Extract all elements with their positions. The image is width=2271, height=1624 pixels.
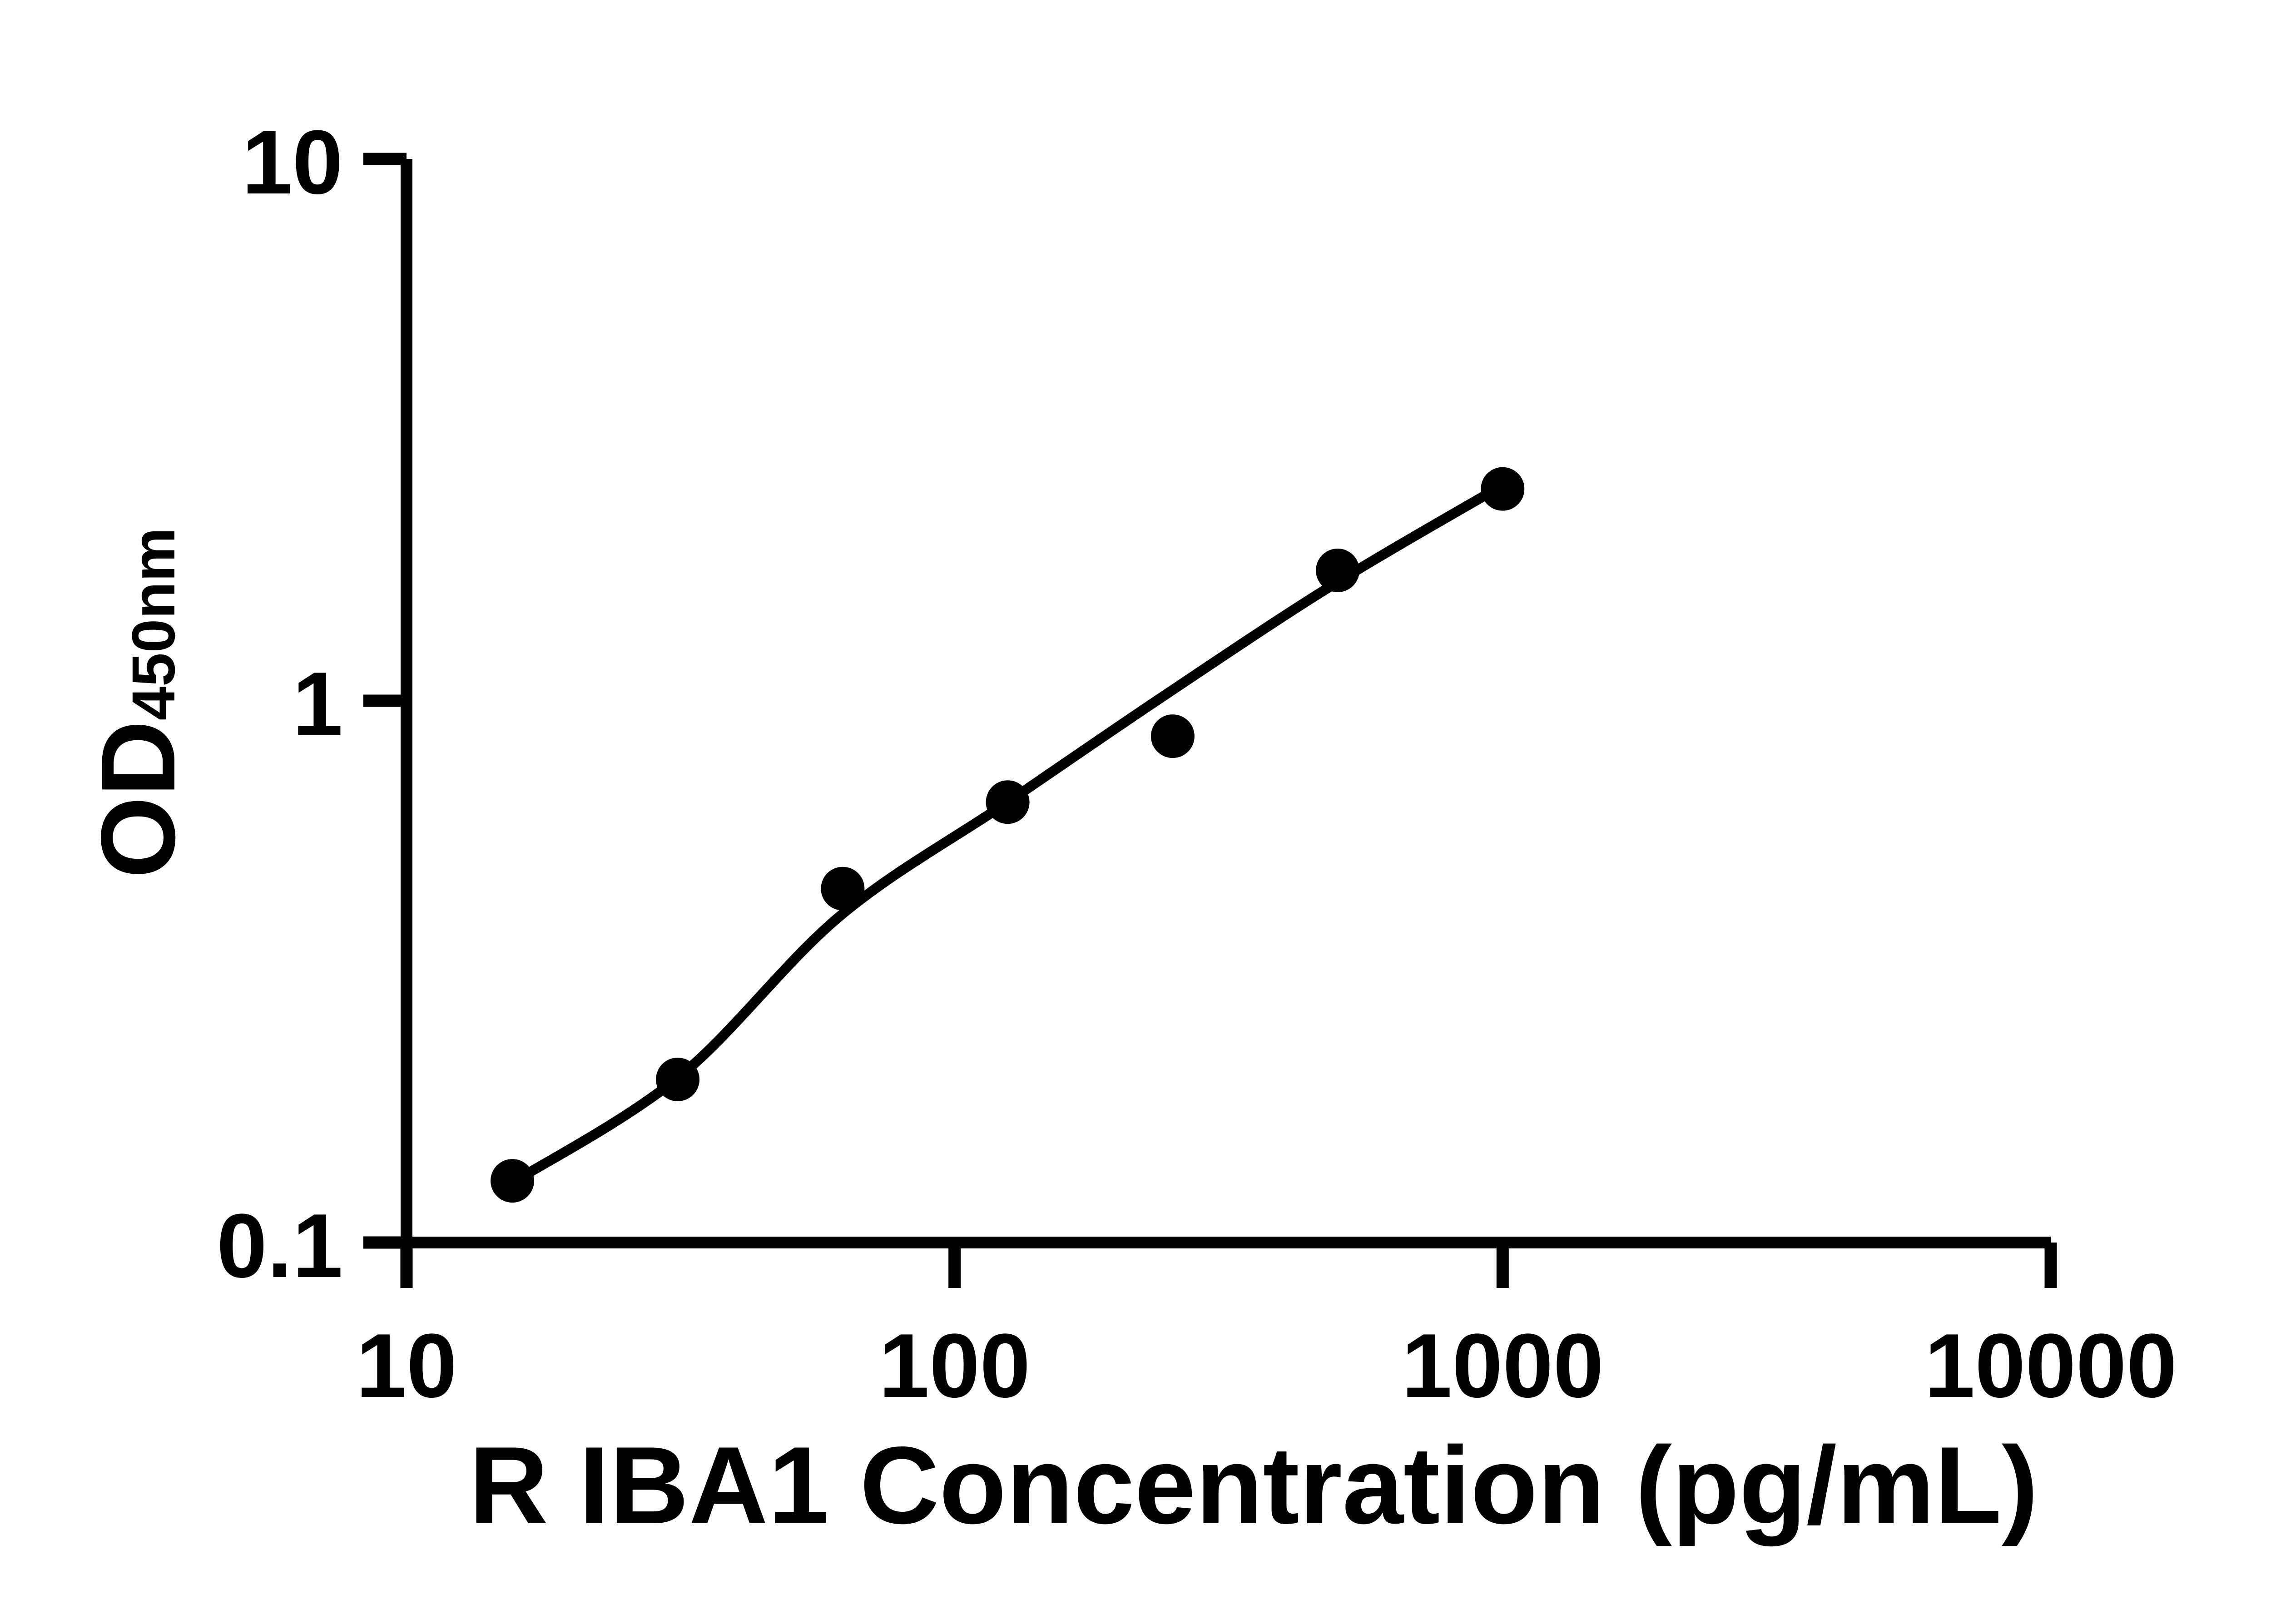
data-point <box>986 780 1030 824</box>
y-tick-label: 10 <box>242 112 343 213</box>
x-tick-label: 1000 <box>1401 1315 1604 1416</box>
data-point <box>1481 467 1525 511</box>
data-point <box>656 1057 700 1101</box>
y-axis-title: OD450nm <box>79 527 197 879</box>
y-axis-title-subscript: 450nm <box>120 527 188 721</box>
x-tick-label: 100 <box>878 1315 1031 1416</box>
y-tick-label: 1 <box>292 654 343 755</box>
data-point <box>491 1159 534 1203</box>
data-point <box>821 866 865 911</box>
y-axis-title-main: OD <box>79 720 197 879</box>
x-axis-title: R IBA1 Concentration (pg/mL) <box>469 1424 2038 1547</box>
y-tick-label: 0.1 <box>216 1195 343 1297</box>
data-point <box>1150 714 1195 758</box>
axes <box>401 159 2051 1248</box>
data-points-group <box>491 467 1525 1203</box>
x-tick-label: 10 <box>356 1315 457 1416</box>
axis-ticks <box>363 153 2057 1288</box>
data-point <box>1316 549 1360 592</box>
x-tick-label: 10000 <box>1924 1315 2177 1416</box>
